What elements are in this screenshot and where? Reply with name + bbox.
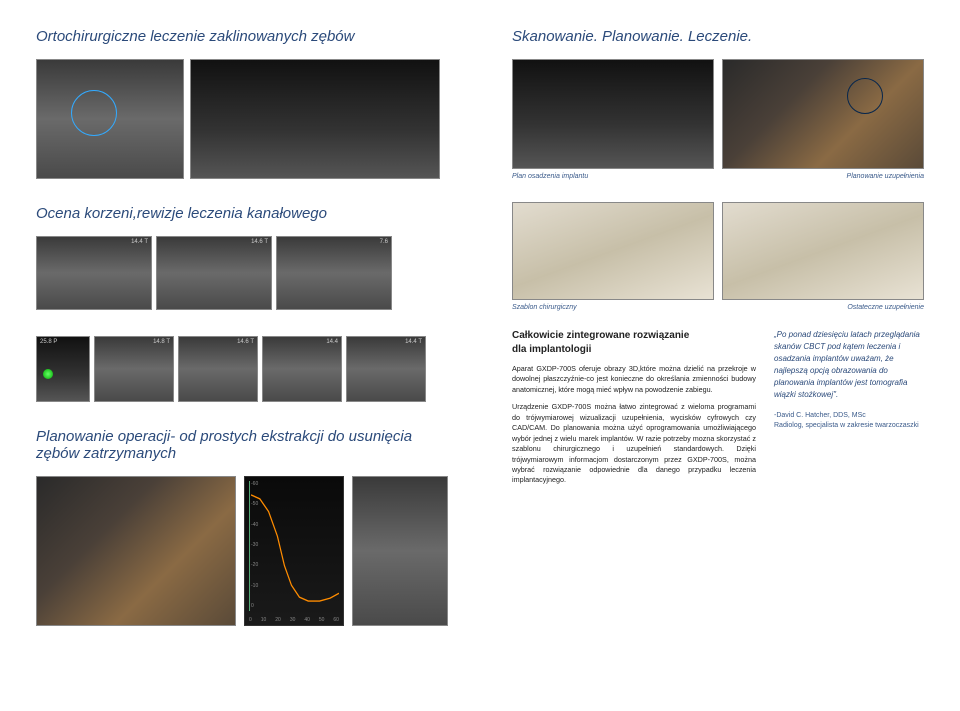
guide-col-1: Szablon chirurgiczny [512, 202, 714, 311]
slice-label: 25.8 P [40, 339, 57, 345]
caption-final: Ostateczne uzupełnienie [722, 304, 924, 311]
caption-plan: Plan osadzenia implantu [512, 173, 714, 180]
scan-circle-overlay [847, 78, 883, 114]
quote-attrib-2: Radiolog, specjalista w zakresie twarzoc… [774, 421, 924, 431]
right-title-1: Skanowanie. Planowanie. Leczenie. [512, 28, 924, 45]
guide-row: Szablon chirurgiczny Ostateczne uzupełni… [512, 202, 924, 311]
extraction-slice-image [352, 476, 448, 626]
root-slice-6: 14.4 [262, 336, 342, 402]
body-para-1: Aparat GXDP-700S oferuje obrazy 3D,które… [512, 364, 756, 395]
root-axial-view: 25.8 P [36, 336, 90, 402]
marker-dot-icon [43, 369, 53, 379]
slice-label: 14.6 T [251, 239, 268, 245]
restoration-plan-image [722, 59, 924, 169]
left-title-3: Planowanie operacji- od prostych ekstrak… [36, 428, 448, 462]
main-text-column: Całkowicie zintegrowane rozwiązanie dla … [512, 329, 756, 493]
quote-column: „Po ponad dziesięciu latach przeglądania… [774, 329, 924, 493]
xtick: 40 [304, 617, 310, 623]
slice-label: 14.4 T [405, 339, 422, 345]
root-slice-1: 14.4 T [36, 236, 152, 310]
scan-circle-overlay [71, 90, 117, 136]
slice-label: 14.8 T [153, 339, 170, 345]
left-title-1: Ortochirurgiczne leczenie zaklinowanych … [36, 28, 448, 45]
caption-guide: Szablon chirurgiczny [512, 304, 714, 311]
scan-plan-row: Plan osadzenia implantu Planowanie uzupe… [512, 59, 924, 180]
slice-label: 14.6 T [237, 339, 254, 345]
root-slice-4: 14.8 T [94, 336, 174, 402]
chart-axis [249, 481, 250, 611]
body-title: Całkowicie zintegrowane rozwiązanie dla … [512, 329, 756, 356]
root-eval-row: 14.4 T 14.6 T 7.6 [36, 236, 448, 310]
xtick: 30 [290, 617, 296, 623]
xtick: 20 [275, 617, 281, 623]
left-title-2: Ocena korzeni,rewizje leczenia kanałoweg… [36, 205, 448, 222]
body-title-line2: dla implantologii [512, 344, 591, 355]
body-para-2: Urządzenie GXDP-700S można łatwo zintegr… [512, 402, 756, 486]
root-eval-row-2: 25.8 P 14.8 T 14.6 T 14.4 14.4 T [36, 336, 448, 402]
slice-label: 14.4 T [131, 239, 148, 245]
slice-label: 7.6 [380, 239, 388, 245]
ortho-3d-render-image [190, 59, 440, 179]
ortho-xray-image [36, 59, 184, 179]
implant-plan-image [512, 59, 714, 169]
profile-chart: -60 -50 -40 -30 -20 -10 0 0 10 20 30 40 … [244, 476, 344, 626]
chart-curve [251, 487, 339, 605]
final-restoration-image [722, 202, 924, 300]
quote-attrib-1: -David C. Hatcher, DDS, MSc [774, 411, 924, 421]
body-text-block: Całkowicie zintegrowane rozwiązanie dla … [512, 329, 924, 493]
quote-text: „Po ponad dziesięciu latach przeglądania… [774, 329, 924, 401]
extraction-row: -60 -50 -40 -30 -20 -10 0 0 10 20 30 40 … [36, 476, 448, 626]
scan-plan-col-1: Plan osadzenia implantu [512, 59, 714, 180]
scan-plan-col-2: Planowanie uzupełnienia [722, 59, 924, 180]
extraction-3d-image [36, 476, 236, 626]
xtick: 50 [319, 617, 325, 623]
slice-label: 14.4 [326, 339, 338, 345]
chart-xticks: 0 10 20 30 40 50 60 [245, 617, 343, 623]
guide-col-2: Ostateczne uzupełnienie [722, 202, 924, 311]
root-slice-5: 14.6 T [178, 336, 258, 402]
root-slice-2: 14.6 T [156, 236, 272, 310]
surgical-guide-image [512, 202, 714, 300]
xtick: 10 [261, 617, 267, 623]
right-page: Skanowanie. Planowanie. Leczenie. Plan o… [480, 0, 960, 711]
left-page: Ortochirurgiczne leczenie zaklinowanych … [0, 0, 480, 711]
root-slice-7: 14.4 T [346, 336, 426, 402]
body-title-line1: Całkowicie zintegrowane rozwiązanie [512, 330, 689, 341]
caption-restore: Planowanie uzupełnienia [722, 173, 924, 180]
root-slice-3: 7.6 [276, 236, 392, 310]
xtick: 60 [333, 617, 339, 623]
ortho-image-row [36, 59, 448, 179]
xtick: 0 [249, 617, 252, 623]
